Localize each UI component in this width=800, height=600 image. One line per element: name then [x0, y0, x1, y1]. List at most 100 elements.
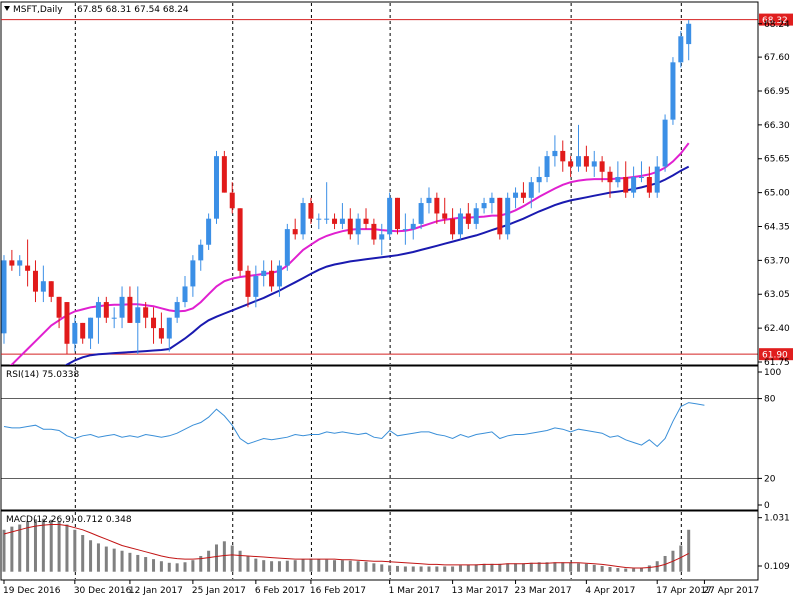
candle-body: [339, 218, 345, 224]
candle-body: [544, 156, 550, 177]
candle-body: [1, 260, 7, 334]
macd-histogram-bar: [396, 565, 399, 572]
macd-histogram-bar: [49, 519, 53, 572]
macd-histogram-bar: [372, 563, 376, 572]
price-level-tag: [759, 348, 793, 361]
price-panel[interactable]: 68.32 61.90 MSFT,Daily 67.85 68.31 67.54 …: [0, 1, 793, 383]
candle-body: [599, 161, 605, 172]
macd-histogram-bar: [175, 563, 179, 572]
candle-body: [300, 203, 306, 235]
candle-body: [497, 197, 503, 235]
macd-histogram-bar: [207, 550, 211, 572]
macd-histogram-bar: [270, 561, 274, 572]
candle-body: [442, 213, 448, 219]
time-tick-label: 23 Mar 2017: [515, 586, 572, 596]
price-tick-label: 66.30: [764, 121, 790, 131]
candle-body: [292, 229, 298, 235]
candle-body: [229, 192, 235, 209]
candle-body: [95, 302, 101, 318]
macd-histogram-bar: [545, 562, 549, 572]
price-level-tag-label: 61.90: [762, 351, 788, 361]
macd-histogram-bar: [144, 557, 148, 572]
macd-histogram-bar: [191, 560, 195, 572]
macd-histogram-bar: [96, 543, 100, 572]
candle-body: [607, 171, 613, 183]
candle-body: [638, 176, 644, 178]
rsi-panel[interactable]: RSI(14) 75.0338 100 80 20 0: [0, 365, 781, 511]
macd-histogram-bar: [474, 564, 478, 572]
candle-body: [269, 270, 275, 287]
macd-histogram-bar: [246, 555, 250, 572]
macd-histogram-bar: [498, 563, 502, 572]
price-horizontal-lines: 68.32 61.90: [1, 13, 793, 361]
price-axis: 68.24 67.60 66.95 66.30 65.65 65.00 64.35 63.70…: [757, 2, 790, 368]
candle-body: [158, 328, 164, 339]
macd-histogram-bar: [2, 529, 6, 572]
candle-body: [371, 223, 377, 240]
time-tick-label: 4 Apr 2017: [585, 586, 635, 596]
macd-histogram-bar: [663, 555, 667, 572]
macd-histogram-bar: [285, 560, 289, 572]
time-tick-label: 30 Dec 2016: [74, 586, 132, 596]
macd-histogram-bar: [356, 561, 360, 572]
macd-tick-label: 1.031: [764, 514, 790, 524]
macd-histogram-bar: [277, 561, 281, 572]
candle-body: [151, 317, 157, 329]
price-tick-label: 67.60: [764, 53, 790, 63]
macd-histogram-bar: [427, 566, 431, 572]
fast-moving-average-line: [9, 142, 690, 365]
macd-histogram-bar: [18, 524, 22, 572]
candle-body: [418, 203, 424, 224]
time-tick-label: 6 Feb 2017: [255, 586, 305, 596]
macd-histogram-bar: [238, 550, 242, 572]
macd-histogram-bar: [136, 554, 140, 572]
macd-histogram-bar: [616, 568, 620, 572]
candle-body: [332, 218, 338, 224]
candle-body: [568, 161, 574, 167]
candle-body: [355, 218, 361, 235]
candle-body: [654, 166, 660, 193]
candle-body: [182, 286, 188, 303]
candle-body: [662, 119, 668, 167]
time-tick-label: 1 Mar 2017: [389, 586, 440, 596]
macd-histogram-bar: [411, 566, 415, 572]
macd-histogram-bar: [262, 560, 266, 572]
candle-body: [481, 203, 487, 209]
price-tick-label: 61.75: [764, 358, 790, 368]
dropdown-arrow-icon[interactable]: [4, 6, 10, 11]
rsi-grid: [1, 367, 758, 509]
candle-body: [88, 317, 94, 339]
candle-body: [25, 265, 31, 271]
rsi-tick-label: 100: [764, 368, 781, 378]
candle-body: [261, 270, 267, 277]
macd-panel[interactable]: MACD(12,26,9) 0.712 0.348 1.031 0.109: [0, 510, 790, 581]
macd-histogram-bar: [561, 562, 565, 572]
macd-histogram-bar: [380, 564, 384, 572]
price-tick-label: 63.70: [764, 256, 790, 266]
candle-body: [80, 322, 86, 339]
price-tick-label: 68.24: [764, 20, 790, 30]
candle-body: [347, 218, 353, 235]
macd-histogram-bar: [388, 565, 392, 572]
candle-body: [111, 317, 117, 319]
time-tick-label: 12 Jan 2017: [129, 586, 183, 596]
candle-body: [395, 197, 400, 230]
candle-body: [253, 276, 259, 297]
candle-body: [402, 229, 408, 231]
candle-body: [513, 192, 519, 198]
macd-histogram-bar: [537, 562, 541, 572]
time-tick-label: 17 Apr 2017: [656, 586, 712, 596]
macd-histogram-bar: [443, 566, 447, 572]
candle-body: [40, 281, 46, 292]
candle-body: [473, 208, 479, 224]
macd-histogram-bar: [687, 529, 691, 572]
macd-histogram-bar: [254, 558, 258, 572]
macd-histogram-bar: [521, 563, 525, 572]
candle-body: [190, 260, 196, 287]
macd-histogram-bar: [529, 562, 533, 572]
macd-histogram-bar: [81, 535, 85, 572]
candle-body: [64, 302, 70, 344]
macd-axis: 1.031 0.109: [757, 511, 790, 580]
macd-histogram-bar: [152, 559, 156, 572]
